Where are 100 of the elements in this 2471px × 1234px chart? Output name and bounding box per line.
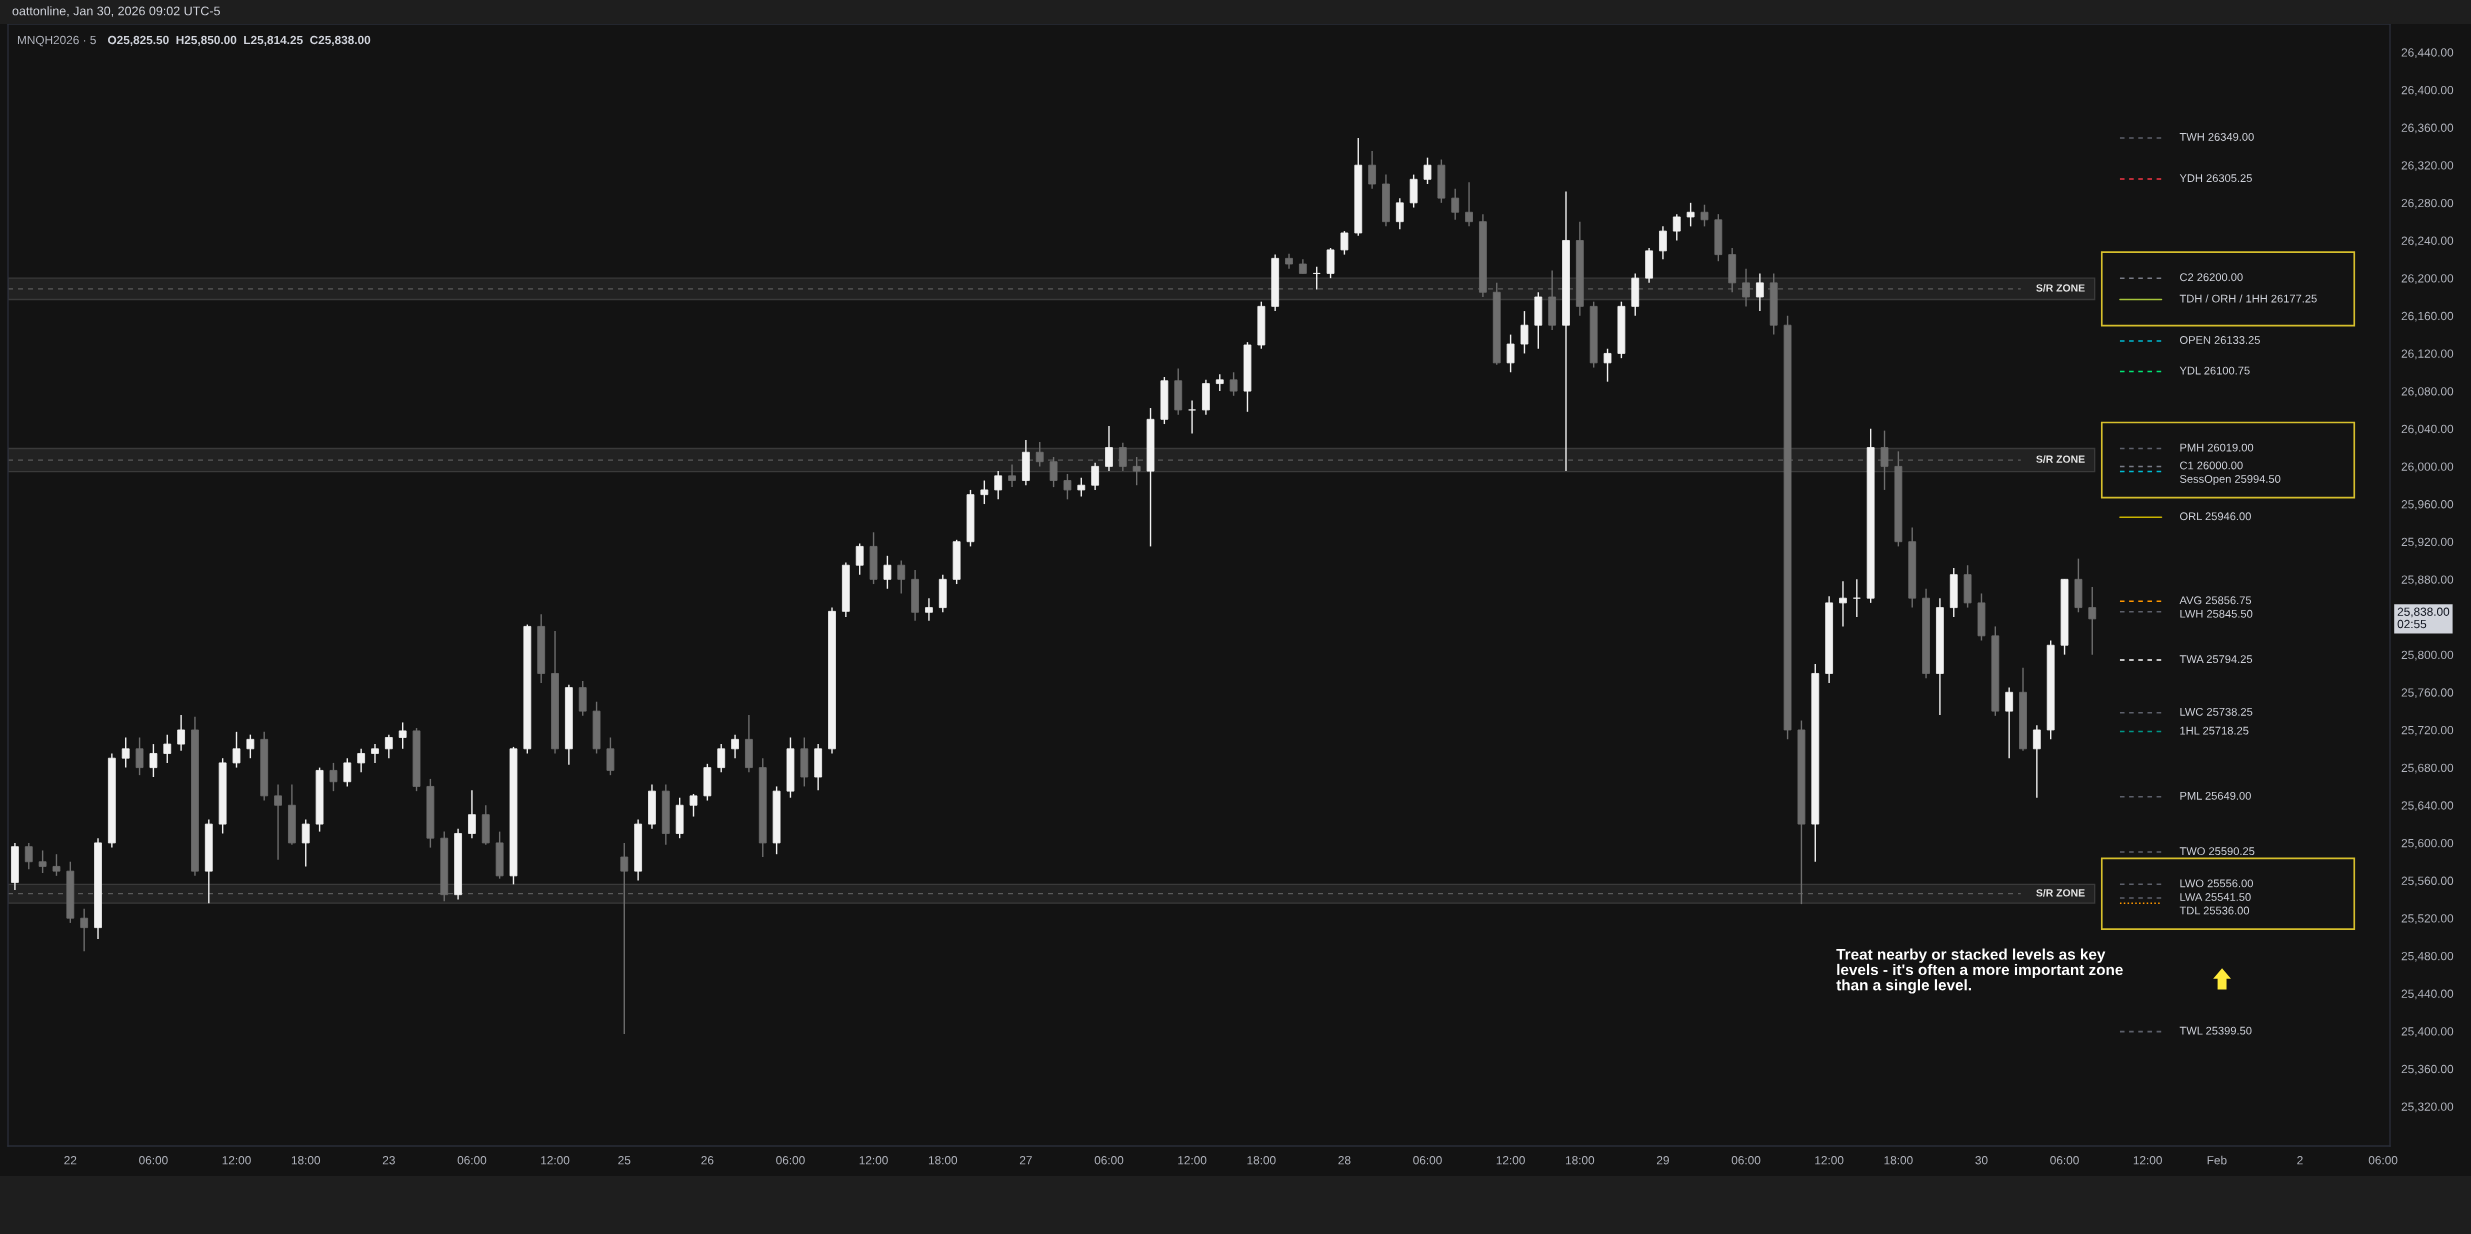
candlestick	[1188, 399, 1196, 435]
y-tick-label: 25,880.00	[2401, 575, 2454, 586]
candlestick	[1395, 197, 1404, 230]
y-tick-label: 26,160.00	[2401, 311, 2454, 322]
series-label: LWC 25738.25	[2180, 707, 2253, 716]
x-tick-label: 18:00	[928, 1156, 958, 1165]
candlestick	[1686, 202, 1695, 228]
candlestick	[177, 714, 185, 752]
candlestick	[578, 680, 587, 717]
y-tick-label: 26,400.00	[2401, 85, 2454, 96]
series-label: TWL 25399.50	[2179, 1026, 2252, 1035]
candlestick	[38, 849, 47, 874]
candlestick	[468, 789, 476, 839]
y-tick-label: 25,800.00	[2401, 650, 2454, 661]
series-label: TDL 25536.00	[2179, 906, 2250, 915]
candlestick	[1465, 181, 1473, 228]
y-tick-label: 25,680.00	[2401, 763, 2454, 774]
series-label: LWO 25556.00	[2180, 879, 2253, 888]
candlestick	[1368, 150, 1376, 190]
candlestick	[897, 559, 906, 595]
candlestick	[1409, 173, 1418, 209]
candlestick	[1756, 272, 1764, 312]
text: 25,838.00 02:55	[2397, 607, 2450, 629]
y-tick-label: 26,040.00	[2401, 424, 2454, 435]
candlestick	[301, 818, 310, 868]
annotation: Treat nearby or stacked levels as key levels - it's often a more important zone than a single level.	[1836, 948, 2123, 994]
candlestick	[329, 762, 338, 792]
series-label: TWA 25794.25	[2179, 655, 2253, 664]
series-label: YDL 26100.75	[2179, 366, 2250, 375]
x-tick-label: 27	[1019, 1156, 1032, 1165]
candlestick	[1506, 333, 1515, 373]
candlestick	[855, 542, 864, 576]
x-tick-label: 28	[1338, 1156, 1351, 1165]
candlestick	[925, 597, 933, 622]
candlestick	[1105, 425, 1113, 472]
x-tick-label: 12:00	[541, 1156, 570, 1165]
candlestick	[1326, 247, 1335, 279]
band-label: S/R ZONE	[2036, 284, 2085, 292]
y-tick-label: 25,920.00	[2401, 537, 2454, 548]
candlestick	[1077, 476, 1086, 498]
y-tick-label: 25,480.00	[2401, 951, 2454, 962]
candlestick	[1659, 225, 1667, 261]
y-tick-label: 25,560.00	[2401, 876, 2454, 887]
candlestick	[2088, 586, 2097, 656]
y-tick-label: 26,120.00	[2401, 349, 2454, 360]
candlestick	[1839, 580, 1847, 628]
candlestick	[135, 736, 144, 776]
candlestick	[1340, 230, 1349, 256]
candlestick	[994, 470, 1003, 501]
series-label: ORL 25946.00	[2180, 512, 2251, 521]
candlestick	[1063, 473, 1072, 501]
series-label: OPEN 26133.25	[2180, 336, 2260, 344]
series-label: C1 26000.00	[2180, 461, 2243, 470]
y-tick-label: 25,600.00	[2401, 838, 2454, 849]
x-tick-label: 12:00	[1178, 1156, 1207, 1165]
x-tick-label: 12:00	[859, 1156, 888, 1165]
candlestick	[689, 793, 698, 818]
candlestick	[1132, 456, 1141, 486]
series-label: AVG 25856.75	[2179, 596, 2252, 605]
candlestick	[52, 853, 61, 877]
candlestick	[1035, 441, 1044, 468]
candlestick	[1520, 310, 1529, 355]
candlestick	[1049, 456, 1058, 488]
candlestick	[1229, 371, 1238, 397]
candlestick	[1700, 204, 1709, 228]
candlestick	[1423, 156, 1432, 185]
x-tick-label: 18:00	[1884, 1156, 1913, 1165]
y-tick-label: 26,320.00	[2401, 161, 2454, 171]
x-tick-label: 26	[701, 1156, 714, 1165]
candlestick	[149, 743, 158, 778]
series-label: LWA 25541.50	[2180, 893, 2251, 901]
series-label: TWO 25590.25	[2179, 847, 2255, 856]
x-tick-label: 23	[382, 1156, 395, 1165]
candlestick	[1742, 268, 1750, 308]
x-tick-label: 06:00	[2368, 1156, 2398, 1165]
candlestick	[163, 733, 172, 764]
x-tick-label: 06:00	[1731, 1156, 1761, 1165]
candlestick	[398, 721, 407, 750]
candlestick	[232, 731, 241, 769]
x-tick-label: 06:00	[1094, 1156, 1124, 1165]
series-label: SessOpen 25994.50	[2180, 475, 2281, 486]
y-tick-label: 26,080.00	[2401, 387, 2454, 397]
candlestick	[620, 842, 629, 1035]
candlestick	[24, 842, 33, 870]
x-tick-label: 12:00	[1815, 1156, 1844, 1165]
x-tick-label: 22	[64, 1156, 77, 1165]
candlestick	[1118, 442, 1127, 472]
candlestick	[371, 743, 379, 764]
candlestick	[1880, 429, 1889, 491]
y-tick-label: 26,240.00	[2401, 236, 2454, 247]
candlestick	[246, 733, 255, 759]
candlestick	[2032, 724, 2041, 799]
series-label: LWH 25845.50	[2180, 609, 2253, 618]
series-label: TDH / ORH / 1HH 26177.25	[2179, 294, 2317, 303]
x-tick-label: 06:00	[776, 1156, 805, 1165]
series-label: TWH 26349.00	[2179, 133, 2254, 141]
text: O25,825.50 H25,850.00 L25,814.25 C25,838.00	[107, 35, 371, 46]
y-tick-label: 25,720.00	[2401, 725, 2454, 736]
candlestick	[384, 733, 393, 759]
candlestick	[2005, 686, 2014, 759]
